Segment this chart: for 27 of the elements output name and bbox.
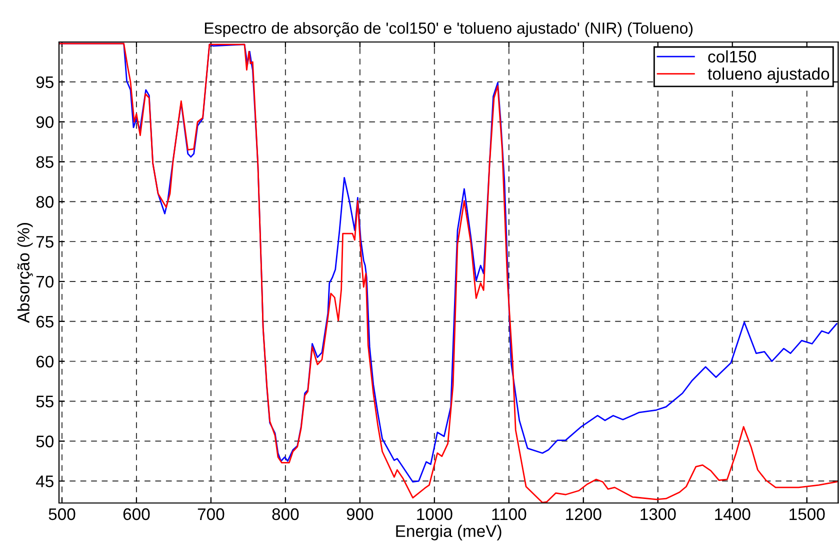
y-tick-label: 85: [36, 156, 54, 168]
x-tick-label: 900: [346, 508, 374, 520]
x-tick-label: 1500: [790, 508, 825, 520]
x-tick-label: 600: [123, 508, 150, 520]
x-tick-label: 1200: [566, 508, 602, 520]
y-tick-label: 95: [36, 76, 54, 88]
y-tick-label: 65: [36, 316, 54, 328]
x-tick-label: 1100: [492, 508, 526, 520]
y-tick-label: 75: [36, 236, 54, 248]
x-tick-label: 1000: [417, 508, 452, 520]
legend-label: col150: [708, 50, 756, 63]
x-tick-label: 700: [198, 508, 224, 520]
y-tick-label: 45: [36, 476, 54, 488]
x-tick-label: 1300: [640, 508, 676, 520]
x-axis-title: Energia (meV): [396, 524, 502, 540]
y-tick-label: 80: [36, 196, 54, 208]
y-axis-title: Absorção (%): [17, 223, 33, 323]
x-tick-label: 500: [48, 508, 76, 520]
legend-label: tolueno ajustado: [708, 68, 830, 84]
y-tick-label: 60: [36, 356, 54, 368]
x-tick-label: 800: [272, 508, 299, 520]
y-tick-label: 55: [36, 396, 54, 408]
x-tick-label: 1400: [715, 508, 750, 520]
y-tick-label: 70: [36, 276, 54, 288]
y-tick-label: 90: [36, 116, 54, 128]
y-tick-label: 50: [36, 436, 54, 448]
chart-title: Espectro de absorção de 'col150' e 'tolueno ajustado' (NIR) (Tolueno): [204, 22, 693, 38]
